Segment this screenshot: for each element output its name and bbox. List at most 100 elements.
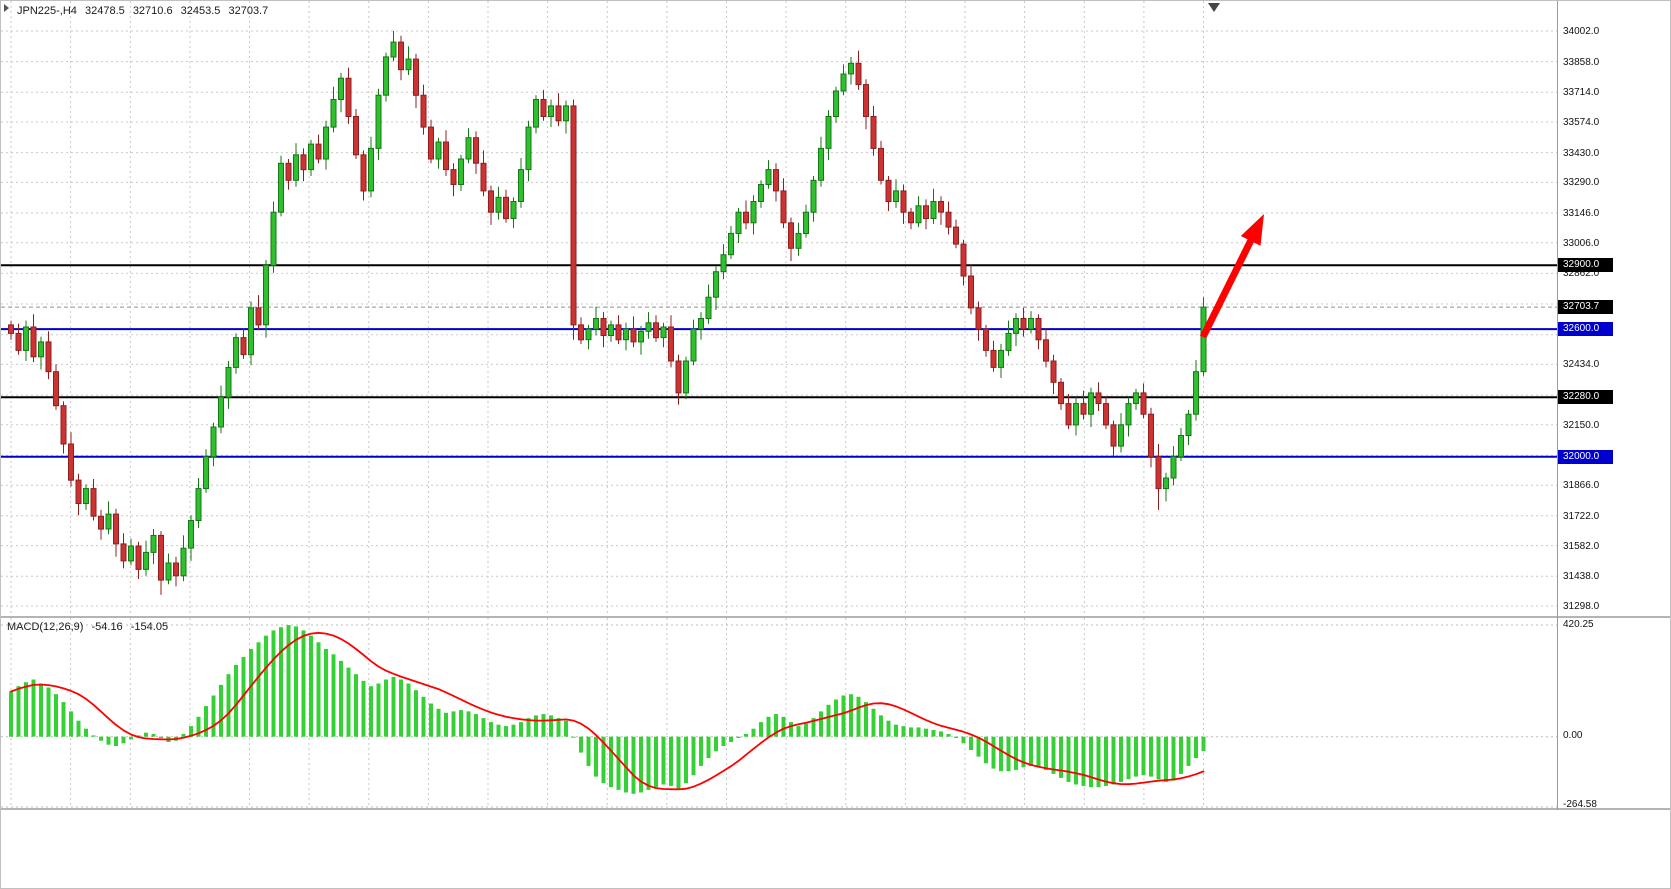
candle	[578, 317, 584, 344]
candle	[1043, 328, 1049, 368]
candlestick-chart	[1, 1, 1557, 617]
candle	[158, 531, 164, 595]
candle	[653, 315, 659, 342]
candle	[270, 201, 277, 273]
macd-signal-value: -154.05	[130, 621, 169, 633]
candle	[878, 140, 884, 185]
candle	[630, 316, 637, 348]
chart-title: JPN225-,H4 32478.5 32710.6 32453.5 32703…	[17, 5, 273, 17]
candle	[735, 207, 742, 243]
macd-panel[interactable]: MACD(12,26,9) -54.16 -154.05	[1, 618, 1557, 808]
candle	[660, 322, 667, 348]
candle	[593, 306, 599, 336]
candle	[953, 219, 959, 249]
candle	[1185, 409, 1192, 445]
candle	[818, 136, 824, 187]
candle	[615, 315, 622, 344]
current-price-label: 32703.7	[1558, 300, 1613, 315]
candle	[750, 195, 757, 235]
candle	[675, 354, 682, 405]
candle	[428, 119, 434, 164]
candle	[510, 197, 517, 229]
chart-shift-marker-icon[interactable]	[1208, 3, 1220, 12]
price-chart-panel[interactable]	[1, 1, 1557, 617]
price-axis-label: 34002.0	[1563, 26, 1600, 37]
candle	[173, 556, 179, 587]
price-axis-label: 33574.0	[1563, 117, 1600, 128]
candle	[390, 31, 397, 62]
candle	[360, 150, 367, 201]
panel-separator[interactable]	[1, 616, 1670, 618]
price-axis-label: 32150.0	[1563, 419, 1600, 431]
candle	[713, 266, 719, 310]
candle	[218, 385, 224, 434]
candle	[450, 163, 457, 197]
time-axis[interactable]: 6 Jun 20237 Jun 09:008 Jun 18:5512 Jun 0…	[1, 810, 1557, 838]
candle	[23, 320, 29, 361]
horizontal-level-lines[interactable]	[1, 264, 1557, 458]
candle	[908, 207, 914, 230]
candle	[38, 336, 44, 370]
macd-name-label: MACD(12,26,9)	[7, 621, 84, 633]
candle	[413, 53, 419, 108]
price-axis-border	[1557, 1, 1558, 810]
candle	[1133, 388, 1139, 410]
candle	[195, 478, 202, 528]
candle	[698, 312, 704, 340]
low-value: 32453.5	[180, 5, 221, 17]
candle	[938, 196, 944, 225]
price-axis-label: 33430.0	[1563, 147, 1600, 159]
price-axis-label: 31438.0	[1563, 571, 1600, 583]
candle	[518, 158, 524, 208]
candle	[120, 533, 127, 569]
candle	[353, 109, 359, 159]
candle	[1118, 413, 1124, 453]
candle	[315, 134, 322, 164]
candle	[338, 72, 344, 113]
candle	[383, 52, 389, 102]
candle	[930, 188, 937, 224]
open-value: 32478.5	[84, 5, 125, 17]
candle	[1035, 314, 1042, 350]
price-axis-label: 33858.0	[1563, 56, 1600, 68]
candle	[885, 176, 892, 212]
candle	[1148, 407, 1154, 468]
candle	[45, 331, 52, 380]
candle	[405, 46, 412, 75]
candle	[240, 328, 247, 359]
price-axis-label: 32862.0	[1563, 268, 1600, 280]
candle	[690, 319, 697, 366]
macd-main-value: -54.16	[91, 621, 123, 633]
candle	[825, 110, 832, 161]
candle	[1170, 446, 1177, 486]
candle	[368, 136, 374, 198]
price-level-label: 32900.0	[1558, 258, 1613, 273]
chart-menu-icon[interactable]	[4, 4, 9, 12]
candle	[113, 508, 119, 557]
candle	[1200, 297, 1207, 376]
candle	[923, 199, 929, 230]
candle	[683, 356, 689, 400]
macd-histogram	[9, 625, 1206, 794]
price-axis-label: 31866.0	[1563, 480, 1600, 492]
candle	[128, 538, 134, 566]
price-axis-label: 33006.0	[1563, 237, 1600, 249]
candle	[458, 154, 464, 191]
high-value: 32710.6	[132, 5, 173, 17]
candle	[30, 314, 37, 363]
axis-separator	[1, 808, 1670, 810]
candle	[758, 180, 764, 208]
candle	[743, 200, 749, 230]
candle	[398, 35, 404, 81]
candle	[990, 340, 997, 372]
candle	[870, 105, 877, 156]
candle	[300, 148, 307, 182]
close-value: 32703.7	[228, 5, 269, 17]
candle	[555, 93, 562, 127]
candle	[968, 264, 974, 315]
macd-scale-top: 420.25	[1563, 619, 1594, 630]
candle	[1065, 394, 1072, 430]
price-axis-label: 31722.0	[1563, 510, 1600, 522]
candle	[608, 320, 614, 342]
candle	[435, 137, 442, 169]
